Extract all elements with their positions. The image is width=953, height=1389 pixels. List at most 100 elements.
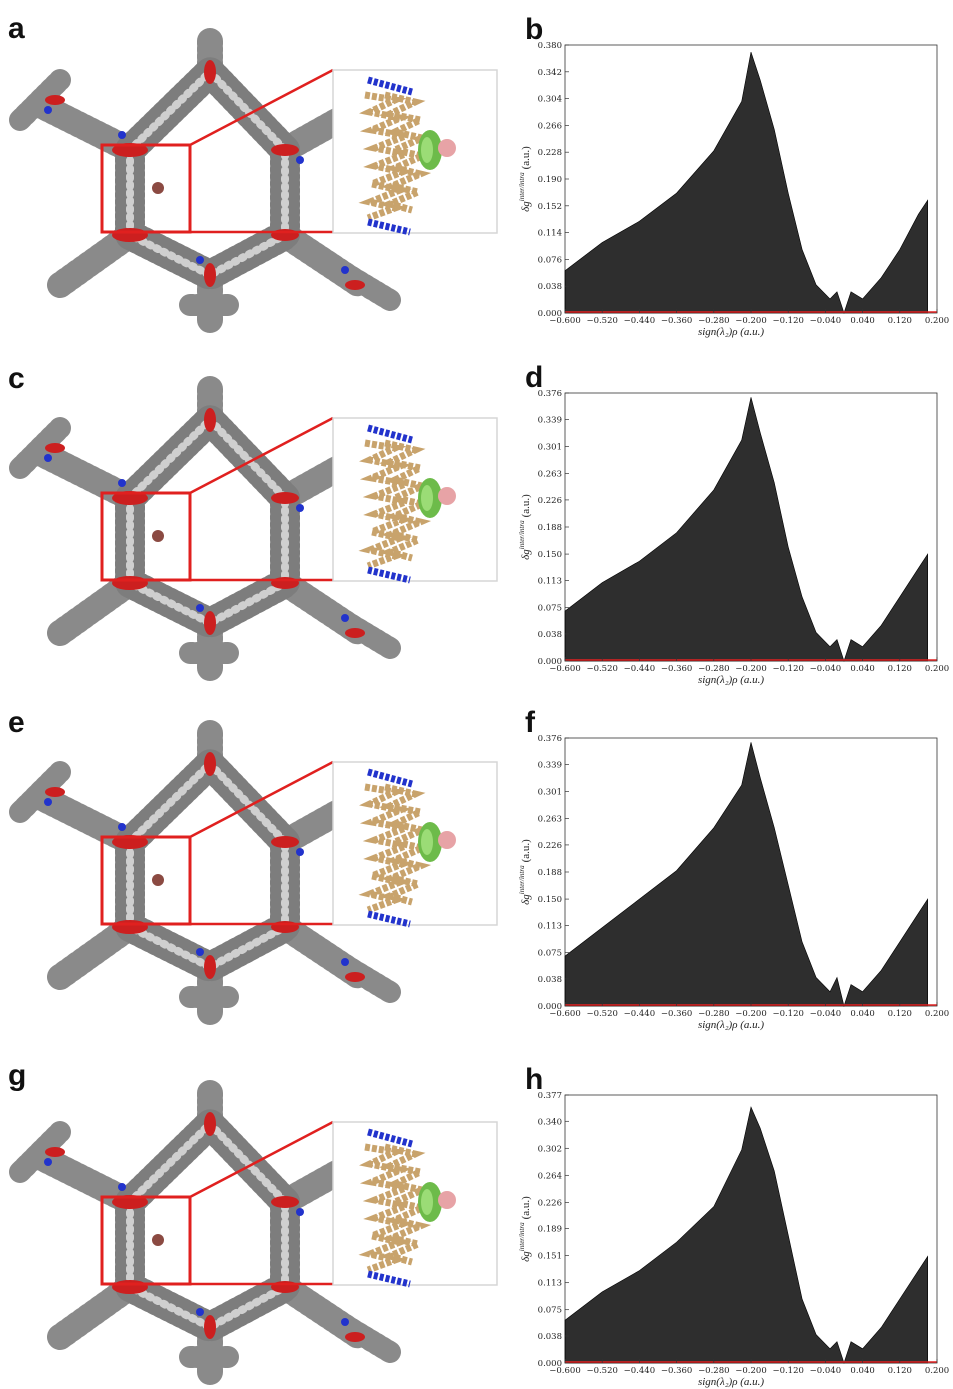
x-tick-label: −0.040 <box>810 664 841 674</box>
panel-letter: g <box>8 1059 26 1092</box>
x-tick-label: −0.360 <box>661 664 692 674</box>
point-cloud <box>564 397 928 662</box>
x-tick-label: −0.120 <box>772 664 803 674</box>
y-tick-label: 0.376 <box>538 734 562 744</box>
y-axis-label: δginter/intra (a.u.) <box>518 146 532 212</box>
point-cloud <box>564 742 928 1008</box>
y-tick-label: 0.339 <box>538 760 562 770</box>
x-tick-label: −0.200 <box>735 664 766 674</box>
y-axis-label-main: δg <box>520 1251 532 1262</box>
x-tick-label: −0.440 <box>624 664 655 674</box>
y-tick-label: 0.339 <box>538 415 562 425</box>
x-tick-label: 0.120 <box>888 664 912 674</box>
x-tick-label: −0.520 <box>586 1009 617 1019</box>
x-tick-label: −0.120 <box>772 316 803 326</box>
x-tick-label: −0.520 <box>586 316 617 326</box>
structure-c <box>20 388 497 668</box>
x-tick-label: −0.120 <box>772 1009 803 1019</box>
y-tick-label: 0.000 <box>538 657 562 667</box>
y-tick-label: 0.113 <box>538 921 562 931</box>
point-cloud <box>564 52 928 314</box>
panel-letter: a <box>8 12 25 45</box>
y-tick-label: 0.188 <box>538 523 562 533</box>
y-tick-label: 0.228 <box>538 148 562 158</box>
y-tick-label: 0.188 <box>538 868 562 878</box>
panel-letter: c <box>8 362 25 395</box>
x-tick-label: −0.360 <box>661 1009 692 1019</box>
panel-letter: h <box>525 1063 543 1096</box>
y-tick-label: 0.302 <box>538 1144 562 1154</box>
y-tick-label: 0.000 <box>538 1359 562 1369</box>
x-tick-label: −0.360 <box>661 1366 692 1376</box>
y-axis-label-unit: (a.u.) <box>520 839 532 863</box>
y-tick-label: 0.264 <box>538 1171 562 1181</box>
y-axis-label-unit: (a.u.) <box>520 146 532 170</box>
y-tick-label: 0.113 <box>538 576 562 586</box>
x-tick-label: −0.200 <box>735 1009 766 1019</box>
x-axis-label: sign(λ₂)ρ (a.u.) <box>698 1019 764 1031</box>
y-tick-label: 0.076 <box>538 255 562 265</box>
x-tick-label: −0.280 <box>698 1009 729 1019</box>
x-tick-label: −0.200 <box>735 316 766 326</box>
y-tick-label: 0.301 <box>538 787 562 797</box>
y-axis-label: δginter/intra (a.u.) <box>518 1196 532 1262</box>
x-tick-label: −0.520 <box>586 664 617 674</box>
y-tick-label: 0.075 <box>538 1306 562 1316</box>
y-axis-label-unit: (a.u.) <box>520 494 532 518</box>
y-axis-label-main: δg <box>520 549 532 560</box>
x-tick-label: 0.040 <box>850 1366 874 1376</box>
y-tick-label: 0.075 <box>538 604 562 614</box>
y-axis-label: δginter/intra (a.u.) <box>518 494 532 560</box>
y-axis-label-sup: inter/intra <box>518 520 526 549</box>
y-tick-label: 0.380 <box>538 41 562 51</box>
x-axis-label: sign(λ₂)ρ (a.u.) <box>698 326 764 338</box>
y-tick-label: 0.189 <box>538 1225 562 1235</box>
x-tick-label: 0.040 <box>850 1009 874 1019</box>
y-tick-label: 0.342 <box>538 68 562 78</box>
y-tick-label: 0.377 <box>538 1091 562 1101</box>
y-axis-label-unit: (a.u.) <box>520 1196 532 1220</box>
y-tick-label: 0.340 <box>538 1117 562 1127</box>
structure-a <box>20 40 497 320</box>
x-tick-label: −0.600 <box>549 1009 580 1019</box>
x-tick-label: −0.600 <box>549 316 580 326</box>
x-tick-label: −0.280 <box>698 316 729 326</box>
x-tick-label: 0.040 <box>850 316 874 326</box>
x-tick-label: 0.120 <box>888 1366 912 1376</box>
x-tick-label: −0.280 <box>698 664 729 674</box>
y-tick-label: 0.000 <box>538 309 562 319</box>
x-tick-label: −0.040 <box>810 1366 841 1376</box>
x-tick-label: −0.040 <box>810 316 841 326</box>
structure-e <box>20 732 497 1012</box>
y-tick-label: 0.113 <box>538 1279 562 1289</box>
y-tick-label: 0.151 <box>538 1252 562 1262</box>
x-tick-label: −0.200 <box>735 1366 766 1376</box>
y-tick-label: 0.226 <box>538 1198 562 1208</box>
x-axis-label: sign(λ₂)ρ (a.u.) <box>698 674 764 686</box>
y-axis-label: δginter/intra (a.u.) <box>518 839 532 905</box>
x-tick-label: −0.520 <box>586 1366 617 1376</box>
x-tick-label: 0.120 <box>888 1009 912 1019</box>
y-tick-label: 0.301 <box>538 442 562 452</box>
x-tick-label: −0.600 <box>549 1366 580 1376</box>
x-tick-label: −0.040 <box>810 1009 841 1019</box>
y-axis-label-main: δg <box>520 201 532 212</box>
x-axis-label: sign(λ₂)ρ (a.u.) <box>698 1376 764 1388</box>
structure-g <box>20 1092 497 1372</box>
x-tick-label: 0.200 <box>925 1366 949 1376</box>
x-tick-label: 0.120 <box>888 316 912 326</box>
y-tick-label: 0.075 <box>538 949 562 959</box>
y-tick-label: 0.000 <box>538 1002 562 1012</box>
panel-letter: d <box>525 361 543 394</box>
x-tick-label: 0.200 <box>925 316 949 326</box>
x-tick-label: −0.600 <box>549 664 580 674</box>
y-tick-label: 0.038 <box>538 1332 562 1342</box>
x-tick-label: −0.280 <box>698 1366 729 1376</box>
y-tick-label: 0.150 <box>538 550 562 560</box>
y-tick-label: 0.038 <box>538 282 562 292</box>
y-axis-label-main: δg <box>520 894 532 905</box>
y-tick-label: 0.038 <box>538 975 562 985</box>
y-tick-label: 0.226 <box>538 841 562 851</box>
y-tick-label: 0.150 <box>538 895 562 905</box>
